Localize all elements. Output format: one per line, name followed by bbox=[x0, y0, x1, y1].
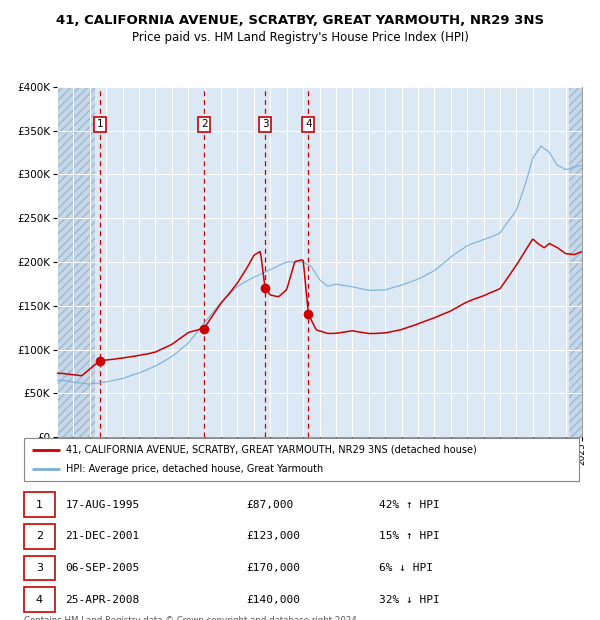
Text: 32% ↓ HPI: 32% ↓ HPI bbox=[379, 595, 440, 604]
Text: 1: 1 bbox=[97, 120, 103, 130]
Text: 3: 3 bbox=[262, 120, 268, 130]
Bar bbox=[569, 87, 593, 437]
Text: 1: 1 bbox=[36, 500, 43, 510]
Text: 17-AUG-1995: 17-AUG-1995 bbox=[65, 500, 140, 510]
Text: 42% ↑ HPI: 42% ↑ HPI bbox=[379, 500, 440, 510]
Bar bbox=[24, 556, 55, 580]
Text: 2: 2 bbox=[36, 531, 43, 541]
Text: £87,000: £87,000 bbox=[246, 500, 293, 510]
Text: 15% ↑ HPI: 15% ↑ HPI bbox=[379, 531, 440, 541]
Text: 25-APR-2008: 25-APR-2008 bbox=[65, 595, 140, 604]
Text: HPI: Average price, detached house, Great Yarmouth: HPI: Average price, detached house, Grea… bbox=[65, 464, 323, 474]
Text: 06-SEP-2005: 06-SEP-2005 bbox=[65, 563, 140, 573]
Text: 41, CALIFORNIA AVENUE, SCRATBY, GREAT YARMOUTH, NR29 3NS: 41, CALIFORNIA AVENUE, SCRATBY, GREAT YA… bbox=[56, 14, 544, 27]
Text: £140,000: £140,000 bbox=[246, 595, 300, 604]
Text: £123,000: £123,000 bbox=[246, 531, 300, 541]
Bar bbox=[24, 587, 55, 612]
Text: £170,000: £170,000 bbox=[246, 563, 300, 573]
Text: 2: 2 bbox=[201, 120, 208, 130]
Bar bbox=[24, 524, 55, 549]
Bar bbox=[24, 492, 55, 517]
Bar bbox=[57, 87, 95, 437]
Text: Contains HM Land Registry data © Crown copyright and database right 2024.
This d: Contains HM Land Registry data © Crown c… bbox=[24, 616, 359, 620]
Text: 41, CALIFORNIA AVENUE, SCRATBY, GREAT YARMOUTH, NR29 3NS (detached house): 41, CALIFORNIA AVENUE, SCRATBY, GREAT YA… bbox=[65, 445, 476, 454]
Text: 6% ↓ HPI: 6% ↓ HPI bbox=[379, 563, 433, 573]
Text: 4: 4 bbox=[36, 595, 43, 604]
Text: 4: 4 bbox=[305, 120, 311, 130]
Text: 21-DEC-2001: 21-DEC-2001 bbox=[65, 531, 140, 541]
Text: 3: 3 bbox=[36, 563, 43, 573]
Text: Price paid vs. HM Land Registry's House Price Index (HPI): Price paid vs. HM Land Registry's House … bbox=[131, 31, 469, 44]
